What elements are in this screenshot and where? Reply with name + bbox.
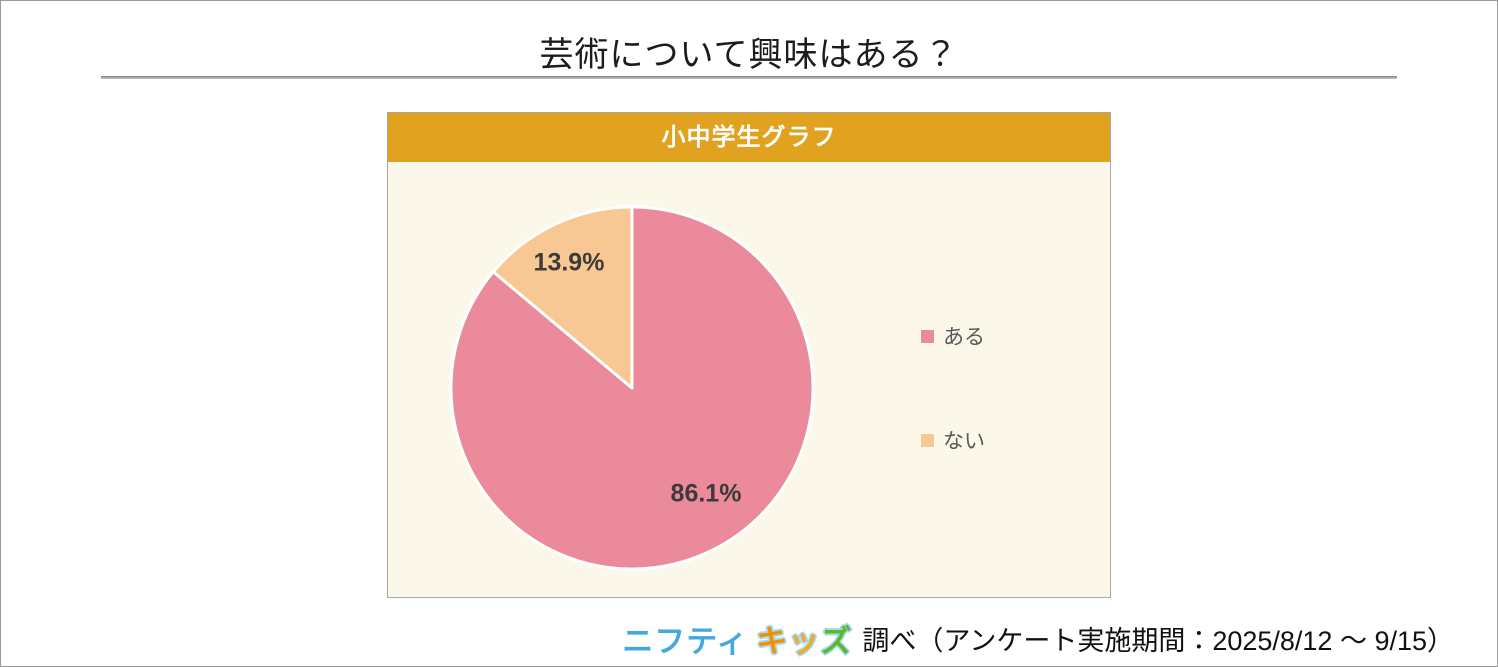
nifty-kids-logo: ニフティ キッズ bbox=[622, 616, 852, 661]
pie-value-label-nai: 13.9% bbox=[533, 248, 605, 277]
page-title: 芸術について興味はある？ bbox=[539, 36, 959, 74]
pie-value-label-aru: 86.1% bbox=[670, 479, 742, 508]
legend-item-nai: ない bbox=[921, 425, 985, 455]
legend-label-aru: ある bbox=[943, 326, 985, 349]
footer-survey-text: 調べ（アンケート実施期間：2025/8/12 ～ 9/15） bbox=[862, 626, 1454, 656]
chart-panel: 小中学生グラフ 86.1% 13.9% ある ない bbox=[387, 112, 1111, 598]
pie-chart bbox=[449, 205, 815, 571]
legend-item-aru: ある bbox=[921, 321, 985, 351]
legend-label-nai: ない bbox=[943, 430, 985, 453]
footer-attribution: ニフティ キッズ 調べ（アンケート実施期間：2025/8/12 ～ 9/15） bbox=[622, 616, 1454, 661]
kids-logo-text: キッズ bbox=[756, 616, 852, 661]
nifty-logo-text: ニフティ bbox=[622, 624, 749, 659]
legend-swatch-aru bbox=[921, 329, 934, 343]
kids-logo-char-ki: キ bbox=[756, 624, 789, 659]
chart-panel-body: 86.1% 13.9% ある ない bbox=[388, 162, 1110, 597]
kids-logo-char-small-tsu: ッ bbox=[788, 624, 821, 659]
title-separator bbox=[101, 76, 1397, 79]
chart-panel-title: 小中学生グラフ bbox=[661, 124, 837, 151]
legend-swatch-nai bbox=[921, 433, 934, 447]
kids-logo-char-zu: ズ bbox=[820, 624, 853, 659]
pie-slice-ない bbox=[491, 205, 634, 390]
chart-panel-header: 小中学生グラフ bbox=[388, 113, 1110, 162]
